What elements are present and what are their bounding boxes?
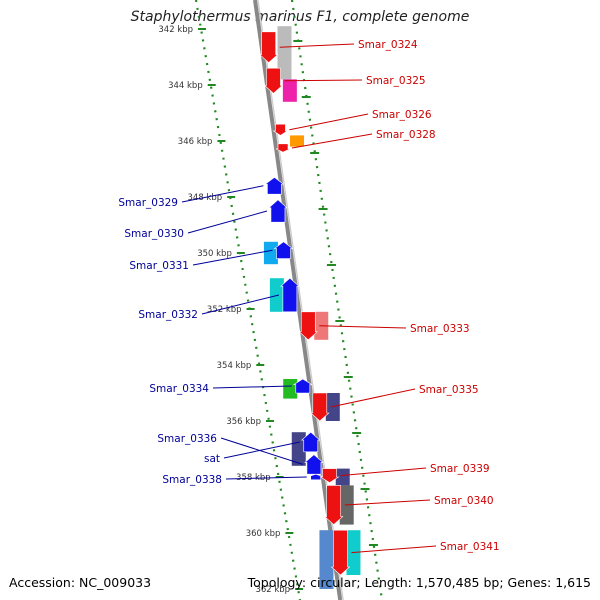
gene-block-companion [282,79,297,102]
gene-arrow [280,277,300,313]
gene-label: Smar_0324 [358,39,418,51]
gene-block-companion [283,379,298,399]
gene-label: Smar_0325 [366,75,426,87]
gene-leader-line [187,210,268,234]
gene-leader-line [351,545,437,554]
gene-label: Smar_0329 [118,197,178,209]
gene-label: Smar_0333 [410,323,470,335]
gene-labels: Smar_0324 Smar_0325 Smar_0326 Smar_0328 Smar… [118,39,500,554]
gene-label: Smar_0332 [138,309,198,321]
scale-dotted-line-left [194,0,302,600]
gene-leader-line [192,249,273,266]
gene-arrow [323,485,344,526]
gene-arrow [310,392,330,422]
scale-tick-label: 362 kbp [255,585,290,595]
gene-arrow [275,143,291,153]
gene-leader-line [223,441,300,459]
gene-label: Smar_0330 [124,228,184,240]
gene-block-companion [277,26,292,80]
topology-label: Topology: circular; Length: 1,570,485 bp… [247,575,591,590]
gene-leader-line [319,325,407,329]
gene-leader-line [279,43,355,48]
scale-tick-label: 344 kbp [168,81,203,91]
gene-label: Smar_0331 [129,260,189,272]
gene-leader-line [284,79,363,82]
gene-block-companion [319,530,334,589]
gene-leader-line [212,385,292,389]
genome-backbone-outer [253,0,343,600]
gene-arrow [263,67,284,94]
gene-arrow [292,378,313,394]
gene-block-companion [291,432,306,466]
gene-arrow [258,31,279,64]
gene-leader-line [225,476,307,480]
scale-ticks: 342 kbp 344 kbp 346 kbp 348 kbp 350 kbp 352 k… [158,25,378,595]
scale-tick-label: 350 kbp [197,249,232,259]
gene-label: Smar_0340 [434,495,494,507]
scale-tick-label: 348 kbp [188,193,223,203]
gene-leader-line [291,133,373,149]
gene-arrow [300,431,321,453]
gene-leader-line [220,437,304,465]
gene-label: Smar_0336 [157,433,217,445]
scale-tick-label: 342 kbp [158,25,193,35]
gene-arrow [268,199,288,223]
gene-block-companion [263,241,278,265]
gene-block-companion [335,468,350,486]
gene-label: sat [204,453,220,465]
gene-arrow [273,241,294,259]
scale-dotted-line-right [290,0,384,600]
gene-arrow [319,468,340,483]
scale-tick-label: 356 kbp [226,417,261,427]
gene-arrow [308,473,323,481]
gene-leader-line [330,388,416,408]
gene-leader-line [201,294,280,315]
gene-label: Smar_0339 [430,463,490,475]
map-title: Staphylothermus marinus F1, complete gen… [130,9,470,25]
gene-label: Smar_0335 [419,384,479,396]
gene-arrow [330,529,351,576]
gene-label: Smar_0338 [162,474,222,486]
scale-tick-label: 360 kbp [246,529,281,539]
gene-leader-line [289,113,369,131]
gene-arrow [264,177,285,195]
gene-arrow [304,454,324,475]
gene-arrow [272,123,289,136]
scale-tick-label: 352 kbp [207,305,242,315]
scale-tick-label: 346 kbp [178,137,213,147]
gene-leader-line [181,185,264,203]
gene-leader-line [344,499,431,506]
gene-arrow [298,311,319,341]
gene-label: Smar_0341 [440,541,500,553]
scale-tick-label: 354 kbp [217,361,252,371]
accession-label: Accession: NC_009033 [9,575,152,590]
gene-label: Smar_0334 [149,383,209,395]
gene-block-companion [290,135,305,147]
gene-label: Smar_0328 [376,129,436,141]
gene-leader-line [340,467,427,477]
gene-label: Smar_0326 [372,109,432,121]
